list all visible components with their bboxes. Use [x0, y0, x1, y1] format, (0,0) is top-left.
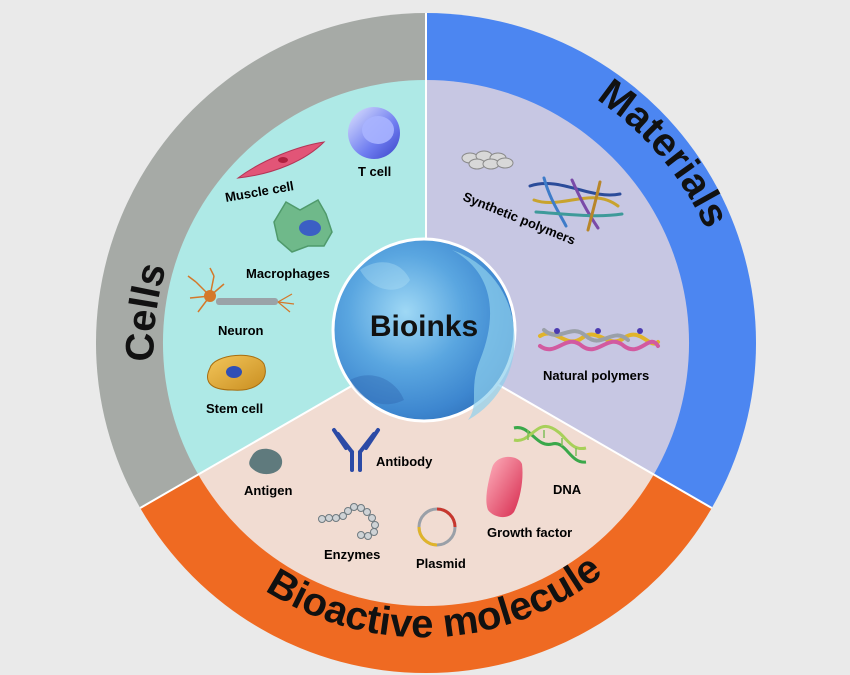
- antibody-icon: [332, 428, 380, 472]
- dna-icon: [513, 424, 587, 464]
- enzymes-label: Enzymes: [324, 547, 380, 562]
- stem-cell-label: Stem cell: [206, 401, 263, 416]
- muscle-cell-icon: [236, 141, 326, 179]
- macrophage-icon: [273, 198, 333, 253]
- natural-polymers-label: Natural polymers: [543, 368, 649, 383]
- growth-factor-label: Growth factor: [487, 525, 572, 540]
- stem-cell-icon: [207, 354, 266, 391]
- neuron-label: Neuron: [218, 323, 264, 338]
- synthetic-polymer-fibers-icon: [528, 176, 624, 232]
- bioinks-center: [331, 237, 517, 423]
- t-cell-icon: [348, 107, 400, 159]
- natural-polymer-nodes: [554, 328, 643, 334]
- growth-factor-icon: [486, 456, 523, 518]
- natural-polymer-icon: [538, 328, 660, 352]
- t-cell-label: T cell: [358, 164, 391, 179]
- antigen-label: Antigen: [244, 483, 292, 498]
- plasmid-label: Plasmid: [416, 556, 466, 571]
- antibody-label: Antibody: [376, 454, 433, 469]
- antigen-icon: [249, 448, 283, 475]
- dna-label: DNA: [553, 482, 582, 497]
- bioinks-title: Bioinks: [370, 310, 478, 343]
- macrophages-label: Macrophages: [246, 266, 330, 281]
- neuron-icon: [187, 267, 295, 313]
- synthetic-polymer-beads-icon: [461, 150, 514, 170]
- enzymes-icon: [318, 503, 379, 540]
- plasmid-icon: [417, 507, 457, 547]
